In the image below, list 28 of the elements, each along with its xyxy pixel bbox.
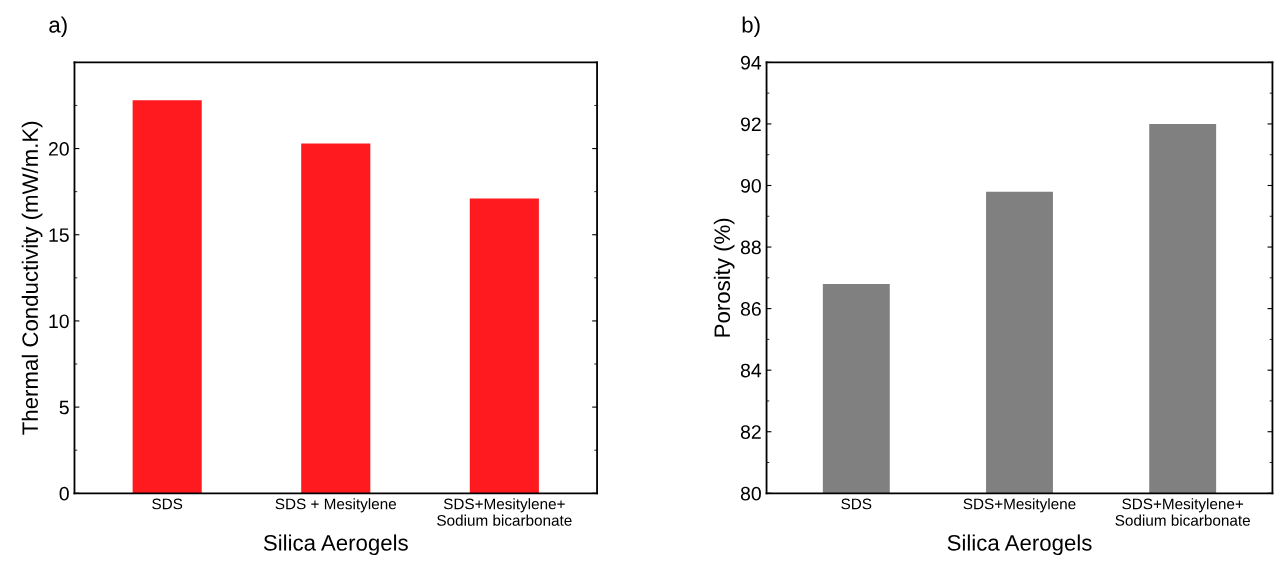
chart-title: b): [742, 16, 760, 38]
y-tick-label: 86: [740, 302, 761, 316]
x-tick-label: SDS + Mesitylene: [275, 498, 397, 513]
bar: [132, 100, 202, 494]
x-tick-label: SDS+Mesitylene+ Sodium bicarbonate: [437, 498, 572, 526]
y-tick-label: 10: [49, 314, 69, 329]
x-axis-title: Silica Aerogels: [947, 534, 1092, 556]
x-tick-label: SDS: [152, 498, 183, 510]
y-axis-title: Thermal Conductivity (mW/m.K): [21, 121, 43, 435]
y-tick-label: 0: [59, 486, 69, 501]
y-axis-title: Porosity (%): [713, 218, 735, 337]
chart-title: a): [49, 16, 67, 38]
x-axis-title: Silica Aerogels: [263, 534, 408, 556]
bar: [301, 143, 371, 494]
bar: [469, 198, 539, 494]
y-tick-label: 5: [59, 400, 69, 415]
y-tick-label: 84: [740, 363, 762, 378]
y-tick-label: 88: [740, 240, 761, 255]
y-tick-label: 90: [740, 178, 761, 193]
x-tick-label: SDS+Mesitylene: [963, 498, 1076, 513]
y-tick-label: 94: [740, 55, 762, 70]
x-tick-label: SDS+Mesitylene+ Sodium bicarbonate: [1115, 498, 1250, 526]
y-tick-label: 15: [49, 228, 69, 242]
y-tick-label: 80: [740, 486, 761, 501]
x-tick-label: SDS: [841, 498, 872, 510]
y-tick-label: 20: [48, 142, 69, 156]
y-tick-label: 82: [740, 425, 761, 439]
y-tick-label: 92: [740, 117, 761, 132]
